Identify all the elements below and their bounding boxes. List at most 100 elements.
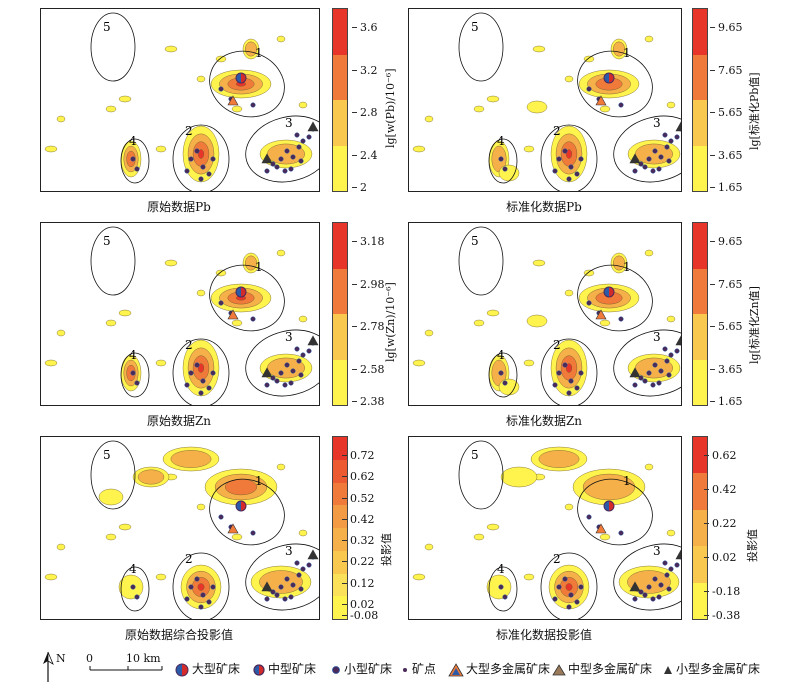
deposit-marker: [566, 390, 572, 396]
colorbar-segment: [333, 145, 347, 191]
anomaly-contour: [526, 100, 548, 114]
colorbar-tick-label: 0.12: [342, 576, 375, 590]
polymetallic-deposit-marker: [675, 335, 681, 346]
zone-ellipse: [613, 543, 681, 611]
zone-label: 2: [553, 552, 561, 566]
colorbar-segment: [693, 437, 707, 474]
anomaly-contour: [424, 115, 434, 123]
zone-label: 1: [255, 474, 263, 488]
legend-item-medium-deposit: 中型矿床: [252, 660, 316, 677]
deposit-marker: [264, 382, 270, 388]
anomaly-contour: [196, 75, 206, 83]
deposit-marker: [218, 86, 224, 92]
small-polymetallic-icon: [664, 665, 672, 674]
map-pb-raw: 5 1 2 3 4: [40, 8, 320, 192]
deposit-marker: [296, 572, 302, 578]
deposit-marker: [574, 171, 580, 177]
deposit-marker: [556, 584, 562, 590]
deposit-marker: [586, 514, 592, 520]
zone-label: 3: [653, 116, 661, 130]
colorbar-segment: [693, 100, 707, 146]
anomaly-contour: [644, 463, 654, 471]
deposit-marker: [666, 586, 672, 592]
zone-label: 1: [255, 46, 263, 60]
deposit-marker: [294, 132, 300, 138]
deposit-marker: [568, 378, 574, 384]
zone-label: 2: [553, 124, 561, 138]
zone-label: 5: [471, 234, 479, 248]
colorbar-zn-raw: [332, 222, 348, 406]
colorbar-segment: [693, 359, 707, 405]
medium-deposit-icon: [253, 663, 265, 676]
colorbar-segment: [333, 596, 347, 619]
deposit-marker: [194, 148, 200, 154]
anomaly-contour: [56, 543, 66, 551]
anomaly-contour: [118, 95, 132, 103]
deposit-marker: [656, 380, 662, 386]
zone-ellipse: [90, 440, 136, 510]
caption-zn-raw: 原始数据Zn: [146, 414, 212, 428]
zone-label: 4: [497, 348, 505, 362]
colorbar-tick-label: -0.38: [703, 609, 741, 622]
anomaly-contour: [666, 101, 676, 109]
colorbar-tick-label: 0.22: [342, 555, 375, 569]
deposit-marker: [502, 594, 508, 600]
deposit-marker: [278, 584, 284, 590]
deposit-marker: [632, 596, 638, 602]
deposit-marker: [664, 572, 670, 578]
deposit-marker: [658, 368, 664, 374]
anomaly-contour: [164, 45, 178, 53]
deposit-marker: [278, 370, 284, 376]
polymetallic-deposit-marker: [307, 549, 319, 560]
anomaly-contour: [523, 573, 535, 581]
zone-ellipse: [577, 478, 653, 546]
colorbar-segment: [333, 54, 347, 100]
polymetallic-deposit-marker: [261, 367, 273, 378]
colorbar-tick-label: 3.2: [352, 63, 378, 77]
deposit-marker: [284, 576, 290, 582]
deposit-marker: [674, 562, 680, 568]
legend-item-large-polymetallic: 大型多金属矿床: [448, 660, 550, 677]
anomaly-contour: [424, 329, 434, 337]
anomaly-contour: [276, 463, 286, 471]
deposit-marker: [650, 596, 656, 602]
deposit-marker: [274, 164, 280, 170]
anomaly-contour: [118, 309, 132, 317]
colorbar-tick-label: -0.08: [341, 609, 379, 622]
colorbar-tick-label: 2.98: [352, 277, 385, 291]
deposit-marker: [578, 584, 584, 590]
north-arrow-icon: [43, 651, 54, 682]
zone-ellipse: [172, 552, 230, 619]
deposit-marker: [652, 362, 658, 368]
deposit-marker: [668, 352, 674, 358]
deposit-marker: [184, 168, 190, 174]
colorbar-segment: [333, 505, 347, 528]
deposit-marker: [632, 168, 638, 174]
zone-ellipse: [577, 50, 653, 118]
deposit-marker: [566, 176, 572, 182]
anomaly-contour: [137, 469, 165, 485]
colorbar-label-zn-raw: lg[w(Zn)/10⁻⁶]: [384, 282, 397, 362]
deposit-marker: [206, 599, 212, 605]
deposit-marker: [282, 382, 288, 388]
zone-ellipse: [540, 124, 598, 191]
legend-item-large-deposit: 大型矿床: [174, 660, 240, 677]
deposit-marker: [650, 382, 656, 388]
zone-label: 4: [129, 562, 137, 576]
colorbar-tick-label: 9.65: [710, 21, 743, 34]
colorbar-tick-label: 0.02: [704, 551, 737, 564]
deposit-marker: [250, 102, 256, 108]
deposit-marker: [552, 382, 558, 388]
polymetallic-deposit-marker: [307, 335, 319, 346]
zone-ellipse: [209, 264, 285, 332]
colorbar-tick-label: 9.65: [710, 235, 743, 248]
deposit-marker: [210, 370, 216, 376]
deposit-marker: [296, 358, 302, 364]
anomaly-contour: [565, 149, 573, 159]
colorbar-proj-std: [692, 436, 708, 620]
scale-label: 10 km: [126, 652, 161, 665]
colorbar-label-pb-std: lg[标准化Pb值]: [748, 72, 761, 150]
deposit-marker: [284, 148, 290, 154]
deposit-marker: [586, 86, 592, 92]
deposit-marker: [194, 576, 200, 582]
